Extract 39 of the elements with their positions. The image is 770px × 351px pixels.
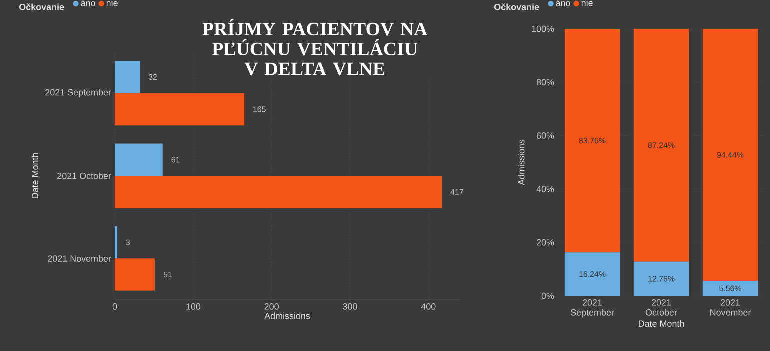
bar <box>115 258 155 291</box>
x-tick-label: 2021 November <box>710 300 752 316</box>
x-tick-label: 300 <box>343 304 358 310</box>
x-tick-label: 100 <box>186 304 201 310</box>
bar <box>634 262 690 296</box>
y-tick-label: 80% <box>536 79 554 86</box>
bar <box>564 28 620 253</box>
legend-label: nie <box>106 0 118 6</box>
y-tick-label: 0% <box>542 292 554 300</box>
legend-title: Očkovanie <box>20 4 64 10</box>
y-tick-label: 60% <box>537 132 554 139</box>
legend-label: áno <box>81 0 96 6</box>
x-tick-label: 0 <box>112 304 118 310</box>
y-tick-label: 40% <box>536 186 554 192</box>
bar <box>115 176 442 208</box>
bar <box>115 93 244 126</box>
y-tick-label: 2021 September <box>46 89 112 98</box>
bar <box>115 144 163 176</box>
chart-title: PRÍJMY PACIENTOV NA PĽÚCNU VENTILÁCIU V DELTA VLNE <box>202 19 428 76</box>
bar <box>702 28 758 282</box>
x-tick-label: 2021 October <box>646 300 678 316</box>
bar <box>115 61 140 94</box>
bar <box>564 252 620 296</box>
bar <box>702 281 758 296</box>
y-tick-label: 2021 October <box>58 172 112 180</box>
x-tick-label: 200 <box>264 304 279 310</box>
legend-label: áno <box>556 0 570 6</box>
x-tick-label: 400 <box>421 304 436 310</box>
x-axis-title: Date Month <box>639 320 684 328</box>
y-tick-label: 2021 November <box>48 255 112 262</box>
x-axis-title: Admissions <box>264 312 310 320</box>
y-axis-title: Date Month <box>32 153 38 198</box>
legend-label: nie <box>582 0 593 6</box>
bar <box>634 28 690 262</box>
y-axis-title: Admissions <box>518 140 525 186</box>
x-tick-label: 2021 September <box>570 300 614 318</box>
y-tick-label: 20% <box>537 239 554 246</box>
legend-title: Očkovanie <box>494 4 540 10</box>
y-tick-label: 100% <box>532 26 554 32</box>
